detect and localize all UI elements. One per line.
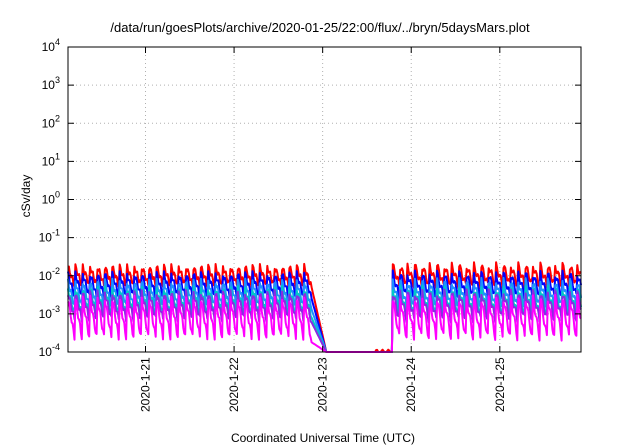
x-axis-ticks: 2020-1-21 2020-1-22 2020-1-23 2020-1-24 2020… (139, 47, 507, 412)
x-tick-label: 2020-1-24 (404, 357, 418, 412)
y-tick-label: 10-1 (39, 228, 60, 245)
y-tick-label: 100 (42, 190, 60, 207)
y-tick-label: 103 (42, 75, 60, 92)
x-tick-label: 2020-1-23 (316, 357, 330, 412)
y-tick-label: 104 (42, 37, 60, 54)
x-axis-label: Coordinated Universal Time (UTC) (231, 431, 415, 445)
series-lines (67, 261, 582, 353)
y-tick-label: 102 (42, 113, 60, 130)
x-tick-label: 2020-1-25 (493, 357, 507, 412)
x-tick-label: 2020-1-22 (227, 357, 241, 412)
y-axis-ticks: 10-4 10-3 10-2 10-1 100 101 102 103 104 (39, 37, 581, 359)
y-axis-label: cSv/day (19, 175, 33, 218)
y-tick-label: 101 (42, 151, 60, 168)
series-line (67, 293, 582, 353)
grid (68, 47, 581, 352)
chart-title: /data/run/goesPlots/archive/2020-01-25/2… (110, 20, 530, 35)
y-tick-label: 10-4 (39, 342, 60, 359)
x-tick-label: 2020-1-21 (139, 357, 153, 412)
y-tick-label: 10-3 (39, 304, 60, 321)
y-tick-label: 10-2 (39, 266, 60, 283)
